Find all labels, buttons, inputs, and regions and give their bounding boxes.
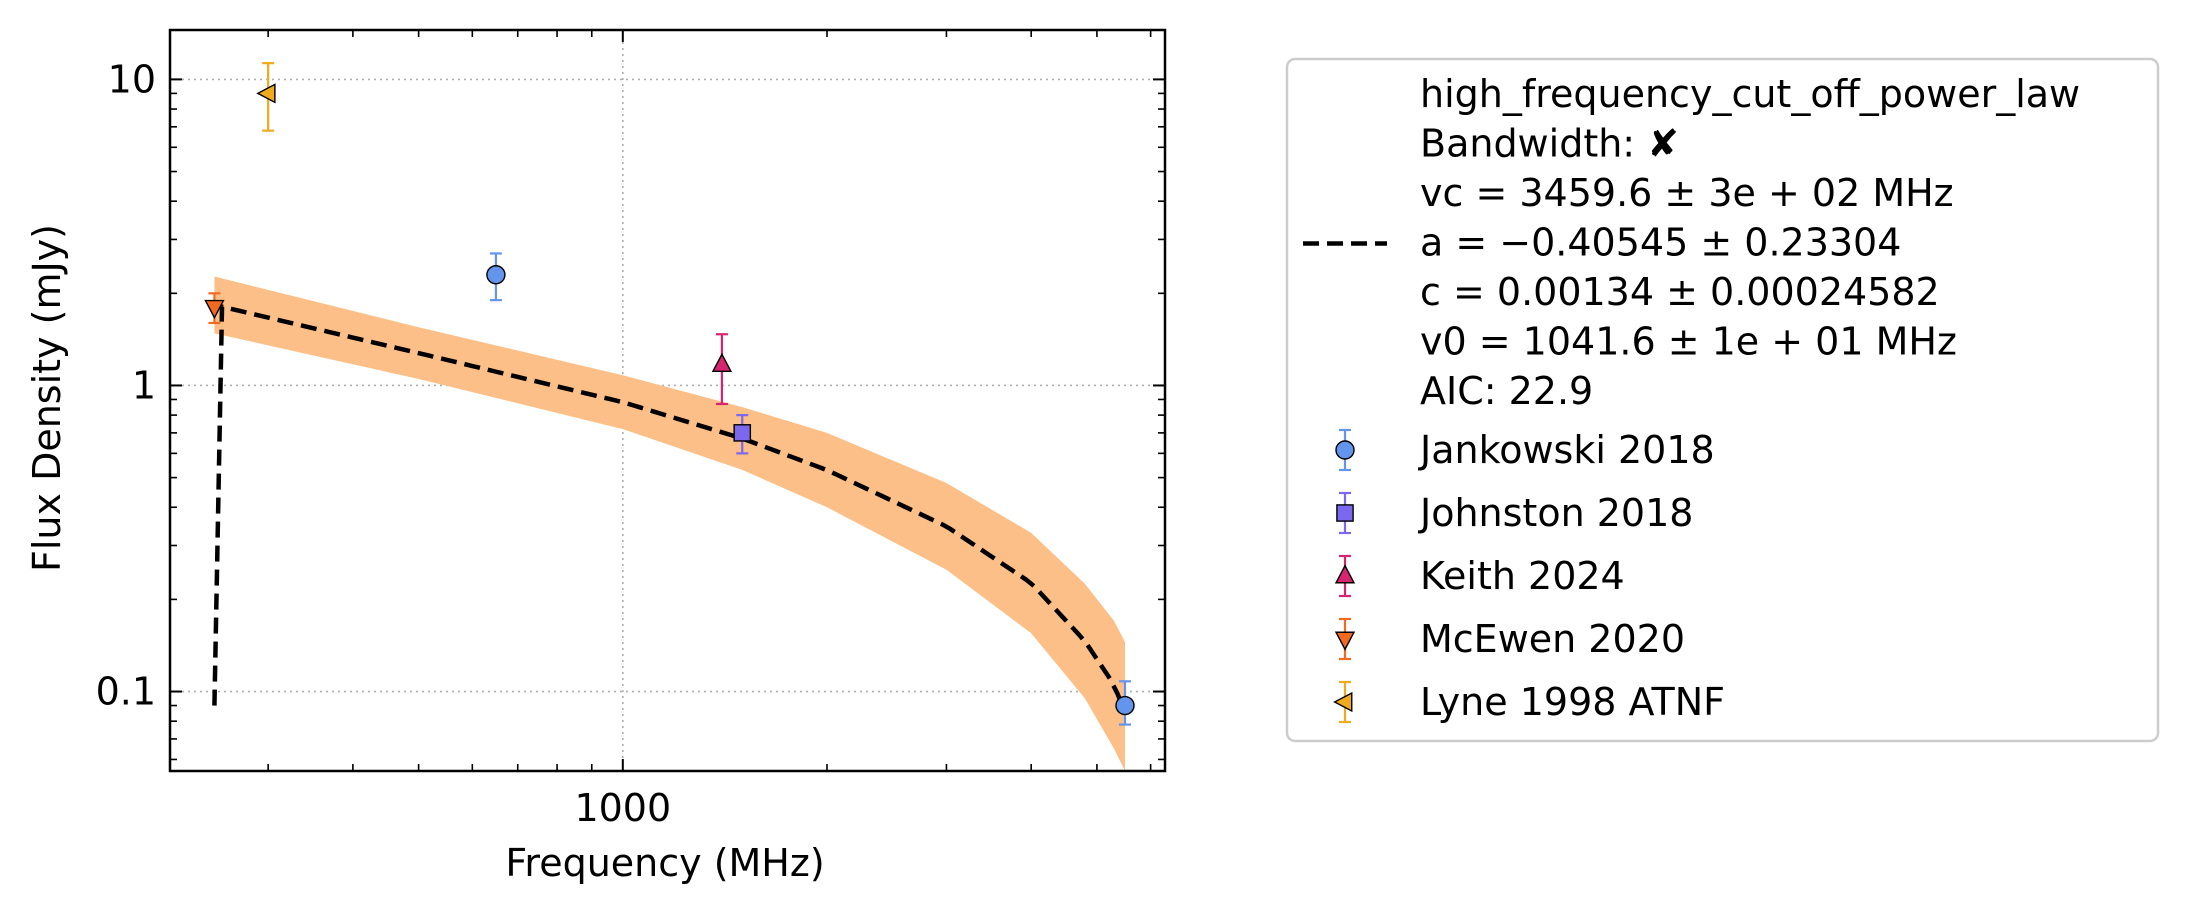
- data-points: [204, 62, 1135, 726]
- fit-uncertainty-band: [214, 276, 1125, 771]
- legend-fit-line: a = −0.40545 ± 0.23304: [1420, 221, 1901, 265]
- legend-entry: Keith 2024: [1334, 554, 1625, 598]
- legend-entries: Jankowski 2018 Johnston 2018 Keith 2024 McE…: [1333, 428, 1725, 724]
- data-point: [733, 424, 752, 442]
- legend-marker: [1334, 564, 1356, 584]
- legend-marker: [1334, 631, 1356, 651]
- data-point: [204, 299, 225, 320]
- legend-fit-line: high_frequency_cut_off_power_law: [1420, 72, 2080, 116]
- y-tick-label: 1: [132, 363, 156, 407]
- legend-label: Jankowski 2018: [1418, 428, 1715, 472]
- legend-entry: Johnston 2018: [1336, 491, 1693, 535]
- legend-marker: [1336, 504, 1354, 522]
- legend-label: McEwen 2020: [1420, 617, 1685, 661]
- legend-fit-line: AIC: 22.9: [1420, 369, 1593, 413]
- data-point: [486, 265, 506, 285]
- y-axis-label: Flux Density (mJy): [25, 224, 69, 572]
- x-tick-label: 1000: [574, 786, 671, 830]
- data-point: [256, 83, 276, 104]
- x-axis-label: Frequency (MHz): [505, 841, 824, 885]
- legend-fit-line: Bandwidth: ✘: [1420, 122, 1679, 166]
- fit-band: [214, 276, 1125, 771]
- data-point: [711, 352, 733, 373]
- fit-curve: [212, 303, 1128, 714]
- axes: [168, 28, 1167, 773]
- legend-fit-entry: high_frequency_cut_off_power_law Bandwidt…: [1303, 72, 2080, 413]
- plot-frame: [168, 28, 1167, 773]
- legend-box: [1285, 57, 2160, 743]
- legend-label: Johnston 2018: [1418, 491, 1693, 535]
- grid-lines: [170, 30, 1165, 771]
- legend-entry: Jankowski 2018: [1335, 428, 1715, 472]
- legend-label: Keith 2024: [1420, 554, 1625, 598]
- fit-line: [212, 303, 1128, 714]
- legend-fit-line: c = 0.00134 ± 0.00024582: [1420, 270, 1940, 314]
- legend: high_frequency_cut_off_power_law Bandwidt…: [1285, 57, 2160, 743]
- legend-marker: [1333, 691, 1353, 713]
- legend-entry: McEwen 2020: [1334, 617, 1685, 661]
- y-tick-label: 0.1: [96, 670, 156, 714]
- legend-entry: Lyne 1998 ATNF: [1333, 680, 1725, 724]
- legend-label: Lyne 1998 ATNF: [1420, 680, 1725, 724]
- y-tick-label: 10: [108, 57, 156, 101]
- legend-marker: [1335, 440, 1355, 460]
- legend-fit-line: vc = 3459.6 ± 3e + 02 MHz: [1420, 171, 1954, 215]
- axis-ticks: 1000 0.1 1 10: [96, 30, 1165, 830]
- data-point: [1115, 695, 1135, 716]
- legend-fit-line: v0 = 1041.6 ± 1e + 01 MHz: [1420, 320, 1957, 364]
